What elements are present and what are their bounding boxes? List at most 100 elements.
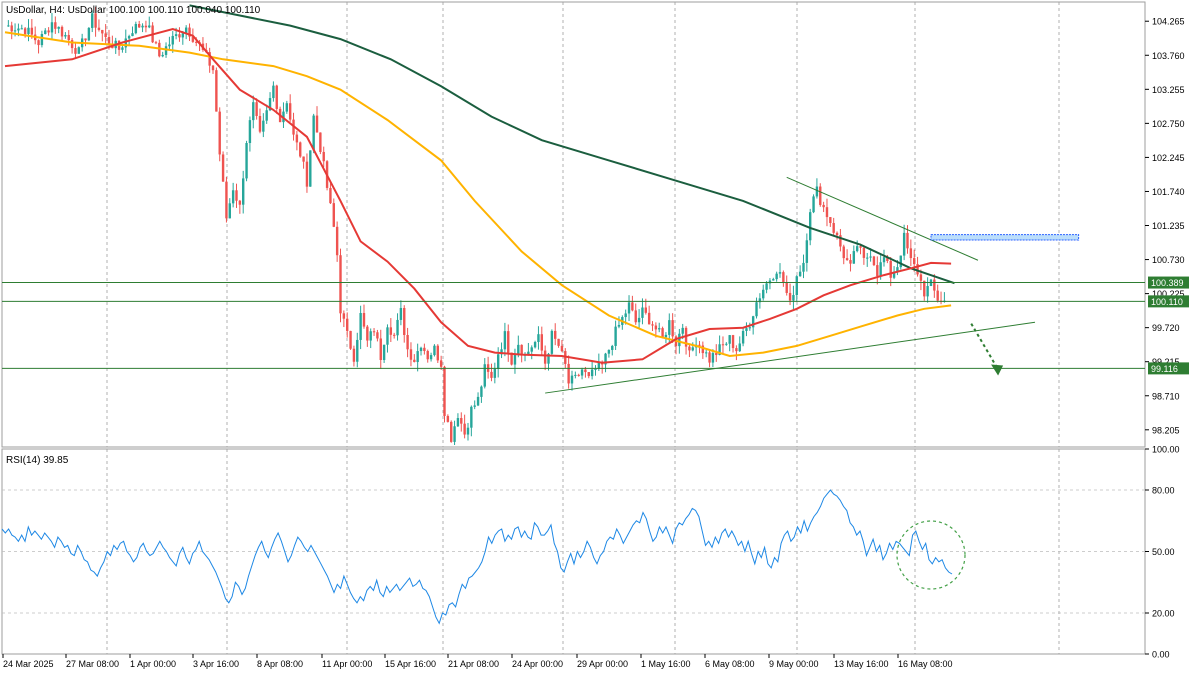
- rsi-header-label: RSI(14) 39.85: [6, 455, 69, 466]
- candle-body: [879, 262, 882, 277]
- candle-body: [171, 35, 174, 45]
- candle-body: [7, 25, 10, 27]
- candle-body: [715, 353, 718, 355]
- candle-body: [406, 334, 409, 350]
- candle-body: [258, 115, 262, 132]
- candle-body: [67, 34, 70, 41]
- candle-body: [127, 36, 131, 39]
- candle-body: [711, 353, 715, 363]
- candle-body: [859, 246, 862, 248]
- candle-body: [372, 331, 376, 333]
- candle-body: [141, 25, 144, 28]
- candle-body: [661, 328, 664, 338]
- candle-body: [64, 34, 67, 37]
- candle-body: [40, 33, 44, 46]
- candle-body: [74, 48, 77, 54]
- candle-body: [688, 346, 691, 351]
- candle-body: [577, 374, 580, 376]
- candle-body: [379, 338, 382, 360]
- candle-body: [366, 326, 369, 341]
- candle-body: [718, 344, 721, 355]
- candle-body: [87, 27, 91, 41]
- price-axis-label: 98.205: [1152, 425, 1180, 435]
- time-axis-label: 8 Apr 08:00: [257, 659, 303, 669]
- rsi-axis-label: 100.00: [1152, 445, 1180, 455]
- candle-body: [574, 374, 577, 376]
- candle-body: [285, 103, 289, 112]
- candle-body: [211, 65, 215, 71]
- candle-body: [235, 190, 238, 201]
- candle-body: [785, 282, 788, 293]
- candle-body: [547, 353, 550, 364]
- candle-body: [845, 258, 849, 261]
- candle-body: [191, 36, 195, 42]
- candle-body: [275, 85, 278, 109]
- candle-body: [161, 54, 164, 57]
- candle-body: [896, 267, 899, 272]
- candle-body: [916, 264, 919, 275]
- candle-body: [399, 307, 403, 320]
- candle-body: [30, 27, 34, 35]
- candle-body: [926, 286, 929, 297]
- forecast-arrow-head: [991, 364, 1004, 376]
- candle-body: [392, 334, 396, 336]
- candle-body: [359, 313, 362, 340]
- candle-body: [839, 235, 842, 247]
- candle-body: [245, 143, 248, 179]
- candle-body: [144, 25, 148, 28]
- candle-body: [587, 372, 590, 377]
- candle-body: [429, 355, 433, 360]
- candle-body: [50, 22, 54, 33]
- candle-body: [822, 204, 825, 208]
- candle-body: [369, 331, 372, 341]
- resistance-zone: [930, 234, 1080, 241]
- candle-body: [158, 42, 161, 57]
- candle-body: [557, 338, 560, 346]
- candle-body: [842, 246, 845, 259]
- candle-body: [899, 255, 902, 268]
- candle-body: [517, 344, 520, 355]
- candle-body: [228, 203, 231, 219]
- candle-body: [782, 272, 785, 283]
- candle-body: [644, 307, 648, 313]
- candle-body: [101, 29, 104, 34]
- candle-body: [762, 289, 765, 299]
- candle-body: [527, 351, 530, 355]
- candle-body: [768, 280, 772, 284]
- candle-body: [265, 110, 268, 121]
- candle-body: [809, 212, 812, 241]
- candle-body: [174, 34, 178, 36]
- time-axis-label: 13 May 16:00: [834, 659, 889, 669]
- candle-body: [503, 331, 507, 350]
- candle-body: [543, 350, 547, 364]
- candle-body: [520, 344, 523, 355]
- candle-body: [617, 324, 621, 327]
- candle-body: [134, 23, 138, 34]
- candle-body: [507, 331, 510, 353]
- price-axis-label: 103.255: [1152, 85, 1185, 95]
- candle-body: [755, 302, 758, 317]
- candle-body: [470, 406, 473, 428]
- candle-body: [704, 352, 708, 354]
- rsi-layer: [1, 489, 966, 625]
- candle-body: [315, 115, 319, 133]
- candle-body: [614, 326, 617, 346]
- trendline: [545, 321, 1036, 394]
- candle-body: [332, 203, 335, 227]
- candle-body: [490, 371, 493, 378]
- candle-body: [778, 272, 782, 274]
- candle-body: [745, 328, 748, 331]
- candle-body: [450, 421, 453, 442]
- candle-body: [460, 418, 463, 424]
- rsi-axis-label: 80.00: [1152, 486, 1175, 496]
- candle-body: [466, 427, 470, 435]
- level-price-tag: [1148, 276, 1189, 289]
- candle-body: [641, 307, 644, 318]
- candle-body: [738, 343, 741, 352]
- candle-body: [872, 256, 876, 266]
- candle-body: [866, 257, 869, 259]
- candle-body: [691, 347, 694, 351]
